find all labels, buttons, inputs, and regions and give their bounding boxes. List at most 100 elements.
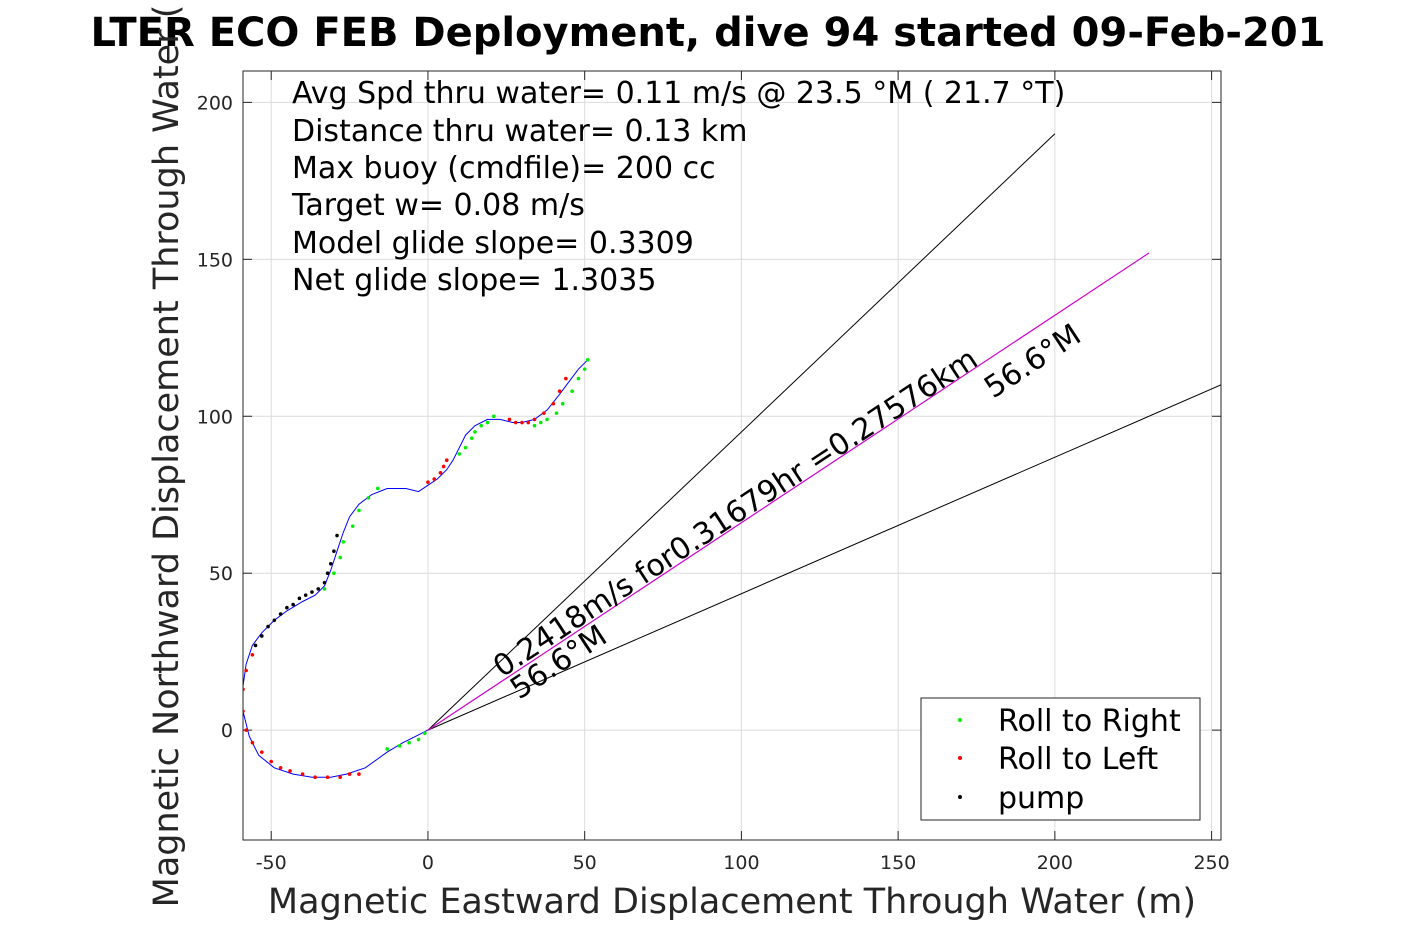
- point-roll-to-right: [582, 367, 587, 371]
- x-tick-label: 50: [573, 852, 597, 874]
- point-roll-to-right: [375, 486, 380, 491]
- point-roll-to-left: [300, 772, 305, 776]
- point-roll-to-right: [416, 737, 421, 742]
- point-roll-to-right: [357, 508, 361, 513]
- point-roll-to-right: [322, 587, 327, 591]
- point-roll-to-right: [423, 731, 427, 736]
- point-roll-to-right: [532, 423, 537, 428]
- point-pump: [253, 643, 258, 648]
- legend-label-roll-right: Roll to Right: [998, 704, 1181, 739]
- y-tick-label: 0: [221, 720, 233, 742]
- point-roll-to-left: [243, 687, 245, 692]
- chart-title: LTER ECO FEB Deployment, dive 94 started…: [91, 10, 1326, 56]
- point-pump: [272, 618, 277, 623]
- point-pump: [266, 624, 270, 629]
- legend-box: [920, 697, 1201, 821]
- point-roll-to-left: [347, 772, 352, 776]
- point-roll-to-left: [432, 477, 437, 481]
- point-pump: [316, 587, 321, 591]
- point-roll-to-right: [341, 540, 346, 544]
- point-roll-to-right: [397, 744, 402, 748]
- point-roll-to-left: [513, 420, 518, 425]
- info-avg-speed: Avg Spd thru water= 0.11 m/s @ 23.5 °M (…: [292, 76, 1065, 111]
- legend-marker-roll-left: [958, 756, 962, 760]
- point-roll-to-left: [260, 750, 264, 754]
- info-distance: Distance thru water= 0.13 km: [292, 114, 747, 149]
- point-roll-to-left: [250, 740, 255, 745]
- point-roll-to-left: [551, 401, 556, 406]
- legend-label-roll-left: Roll to Left: [998, 742, 1158, 777]
- point-roll-to-left: [357, 772, 361, 776]
- point-roll-to-right: [576, 376, 581, 381]
- legend-marker-roll-right: [958, 718, 962, 722]
- point-pump: [278, 612, 283, 616]
- point-roll-to-left: [244, 728, 248, 732]
- point-roll-to-right: [332, 571, 336, 576]
- point-roll-to-right: [470, 436, 474, 441]
- x-tick-label: 150: [880, 852, 916, 874]
- info-text-block: Avg Spd thru water= 0.11 m/s @ 23.5 °M (…: [291, 76, 1065, 298]
- point-roll-to-left: [243, 709, 245, 714]
- point-roll-to-left: [444, 458, 449, 463]
- point-roll-to-right: [586, 357, 590, 362]
- legend-marker-pump: [958, 795, 962, 799]
- point-roll-to-right: [479, 423, 484, 428]
- info-target-w: Target w= 0.08 m/s: [291, 188, 585, 223]
- point-roll-to-left: [438, 470, 443, 475]
- point-roll-to-right: [554, 411, 559, 415]
- x-axis-label: Magnetic Eastward Displacement Through W…: [268, 882, 1196, 922]
- point-roll-to-left: [532, 417, 537, 422]
- plot-layer: [243, 133, 1221, 780]
- y-tick-label: 150: [197, 249, 233, 271]
- heading-ray-line: [427, 384, 1221, 731]
- legend: Roll to Right Roll to Left pump: [920, 697, 1201, 821]
- point-roll-to-left: [542, 411, 546, 415]
- point-roll-to-left: [564, 376, 568, 381]
- x-tick-label: -50: [256, 852, 287, 874]
- point-pump: [310, 590, 314, 594]
- point-roll-to-right: [463, 445, 468, 450]
- x-tick-label: 200: [1037, 852, 1073, 874]
- point-pump: [297, 596, 302, 601]
- point-roll-to-left: [441, 464, 446, 469]
- dive-track-line: [243, 359, 589, 778]
- point-roll-to-left: [325, 775, 330, 780]
- point-pump: [328, 561, 333, 566]
- point-roll-to-right: [385, 747, 389, 751]
- point-pump: [303, 593, 308, 597]
- point-roll-to-left: [244, 668, 248, 673]
- y-tick-label: 200: [197, 92, 233, 114]
- point-roll-to-left: [520, 420, 524, 425]
- point-roll-to-right: [407, 740, 411, 745]
- info-max-buoy: Max buoy (cmdfile)= 200 cc: [292, 151, 716, 186]
- heading-ray-line: [427, 133, 1056, 731]
- point-roll-to-left: [278, 766, 283, 770]
- point-roll-to-right: [485, 420, 490, 425]
- info-net-glide-slope: Net glide slope= 1.3035: [292, 263, 656, 298]
- point-roll-to-left: [338, 775, 342, 780]
- point-roll-to-left: [507, 417, 512, 422]
- y-tick-label: 100: [197, 406, 233, 428]
- point-roll-to-right: [570, 389, 574, 393]
- x-tick-label: 0: [422, 852, 434, 874]
- point-pump: [335, 533, 339, 538]
- point-roll-to-left: [288, 769, 292, 773]
- point-roll-to-right: [473, 430, 477, 434]
- point-pump: [260, 634, 264, 638]
- point-roll-to-right: [538, 420, 543, 425]
- point-roll-to-right: [350, 524, 355, 528]
- point-pump: [291, 602, 295, 607]
- point-roll-to-left: [526, 420, 531, 425]
- y-axis-label: Magnetic Northward Displacement Through …: [147, 5, 187, 908]
- x-tick-label: 250: [1193, 852, 1229, 874]
- point-roll-to-right: [545, 417, 549, 422]
- legend-label-pump: pump: [998, 781, 1084, 816]
- point-roll-to-left: [313, 775, 317, 780]
- x-tick-label: 100: [723, 852, 759, 874]
- point-pump: [285, 605, 289, 610]
- point-roll-to-right: [560, 401, 565, 406]
- axis-ticks: -50 0 50 100 150 200 250 0 50 100 150 200: [197, 71, 1230, 874]
- point-roll-to-left: [557, 389, 562, 393]
- point-roll-to-right: [457, 452, 462, 456]
